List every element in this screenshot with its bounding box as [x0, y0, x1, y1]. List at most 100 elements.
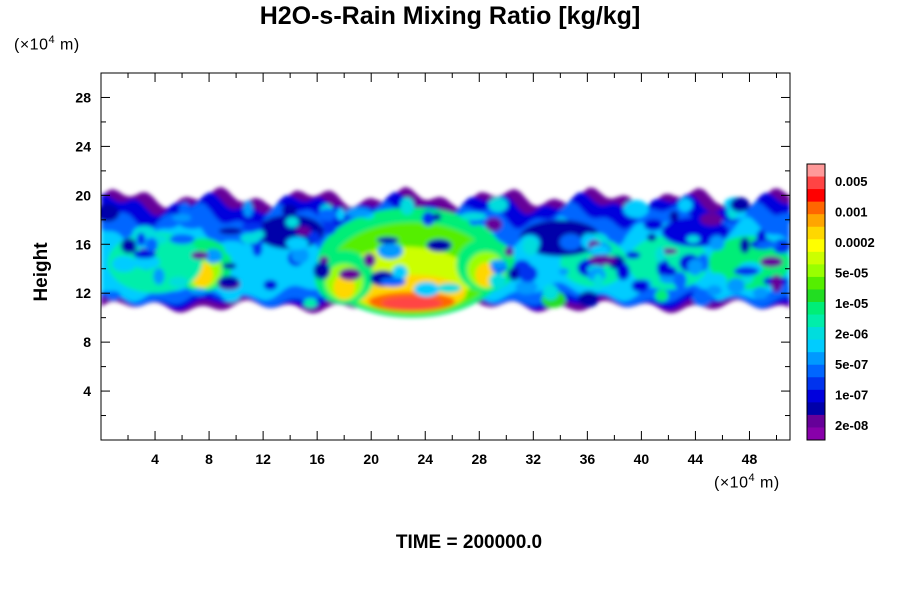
colorbar-swatch	[807, 327, 825, 341]
contour-blob	[515, 279, 538, 295]
contour-blob	[730, 197, 750, 213]
contour-blob	[172, 213, 192, 222]
contour-blob	[542, 284, 559, 301]
colorbar-swatch	[807, 302, 825, 316]
contour-blob	[623, 199, 649, 219]
x-tick-label: 48	[742, 451, 758, 467]
contour-blob	[224, 241, 245, 256]
contour-blob	[460, 212, 487, 221]
contour-blob	[317, 208, 337, 222]
colorbar-label: 1e-05	[835, 296, 868, 311]
contour-blob	[727, 277, 745, 294]
contour-blob	[775, 213, 790, 223]
colorbar-label: 5e-05	[835, 266, 868, 281]
y-unit-suffix: m)	[55, 36, 80, 54]
contour-blob	[669, 210, 679, 222]
y-tick-label: 12	[75, 285, 91, 301]
time-label: TIME = 200000.0	[395, 532, 543, 553]
contour-blob	[308, 231, 320, 244]
contour-blob	[518, 264, 538, 283]
contour-blob	[105, 290, 121, 301]
x-tick-label: 36	[580, 451, 596, 467]
contour-blob	[101, 203, 120, 222]
contour-blob	[169, 234, 195, 245]
colorbar-label: 0.001	[835, 205, 868, 220]
contour-blob	[153, 267, 165, 285]
contour-blob	[400, 197, 415, 215]
x-tick-label: 16	[309, 451, 325, 467]
chart-title: H2O-s-Rain Mixing Ratio [kg/kg]	[259, 2, 641, 30]
contour-blob	[625, 251, 641, 259]
contour-blob	[558, 268, 569, 276]
contour-blob	[303, 298, 318, 308]
colorbar-swatch	[807, 389, 825, 403]
contour-blob	[345, 207, 372, 218]
colorbar-label: 1e-07	[835, 388, 868, 403]
contour-blob	[522, 237, 539, 256]
contour-blob	[673, 271, 687, 290]
contour-blob	[380, 277, 406, 287]
x-tick-label: 28	[471, 451, 487, 467]
heatmap-field	[101, 186, 790, 318]
y-tick-label: 28	[75, 89, 91, 105]
x-tick-label: 32	[526, 451, 542, 467]
contour-blob	[760, 256, 783, 268]
colorbar-swatch	[807, 364, 825, 378]
contour-blob	[578, 291, 600, 308]
contour-blob	[625, 233, 651, 241]
contour-blob	[770, 274, 783, 293]
contour-blob	[733, 266, 759, 276]
contour-blob	[631, 279, 649, 293]
y-tick-label: 16	[75, 236, 91, 252]
x-tick-label: 8	[205, 451, 213, 467]
contour-blob	[120, 238, 138, 254]
colorbar-swatch	[807, 352, 825, 366]
contour-blob	[507, 267, 521, 281]
colorbar-swatch	[807, 427, 825, 441]
contour-blob	[489, 272, 507, 289]
contour-blob	[323, 218, 337, 235]
x-tick-label: 20	[363, 451, 379, 467]
contour-blob	[559, 233, 582, 251]
contour-blob	[616, 262, 630, 281]
contour-blob	[709, 235, 725, 251]
contour-blob	[655, 246, 666, 263]
colorbar-swatch	[807, 339, 825, 353]
contour-blob	[421, 211, 435, 226]
y-tick-label: 24	[75, 138, 91, 154]
contour-blob	[432, 213, 442, 221]
contour-blob	[243, 200, 253, 218]
contour-blob	[488, 197, 508, 213]
colorbar-swatch	[807, 414, 825, 428]
x-unit-prefix: (×10	[714, 474, 749, 492]
x-unit-exponent: 4	[748, 472, 756, 484]
contour-blob	[377, 242, 404, 260]
contour-blob	[504, 246, 514, 257]
x-tick-label: 40	[634, 451, 650, 467]
colorbar-label: 0.005	[835, 174, 868, 189]
contour-blob	[677, 198, 693, 212]
y-unit-exponent: 4	[48, 34, 56, 46]
contour-blob	[654, 289, 669, 302]
colorbar-label: 2e-06	[835, 327, 868, 342]
x-unit-suffix: m)	[755, 474, 780, 492]
contour-blob	[706, 285, 722, 296]
contour-blob	[643, 218, 663, 231]
contour-blob	[145, 237, 158, 253]
contour-blob	[333, 274, 355, 300]
heatmap-contours	[101, 186, 790, 318]
x-tick-label: 12	[255, 451, 271, 467]
contour-blob	[700, 212, 723, 226]
contour-blob	[588, 254, 616, 266]
contour-blob	[240, 232, 261, 244]
colorbar-swatch	[807, 201, 825, 215]
y-tick-label: 4	[83, 383, 91, 399]
contour-blob	[285, 236, 309, 250]
colorbar-label: 5e-07	[835, 357, 868, 372]
colorbar-swatch	[807, 214, 825, 228]
contour-blob	[191, 251, 209, 260]
contour-blob	[241, 222, 263, 232]
contour-blob	[392, 265, 408, 281]
colorbar-swatch	[807, 164, 825, 178]
contour-blob	[437, 283, 461, 293]
